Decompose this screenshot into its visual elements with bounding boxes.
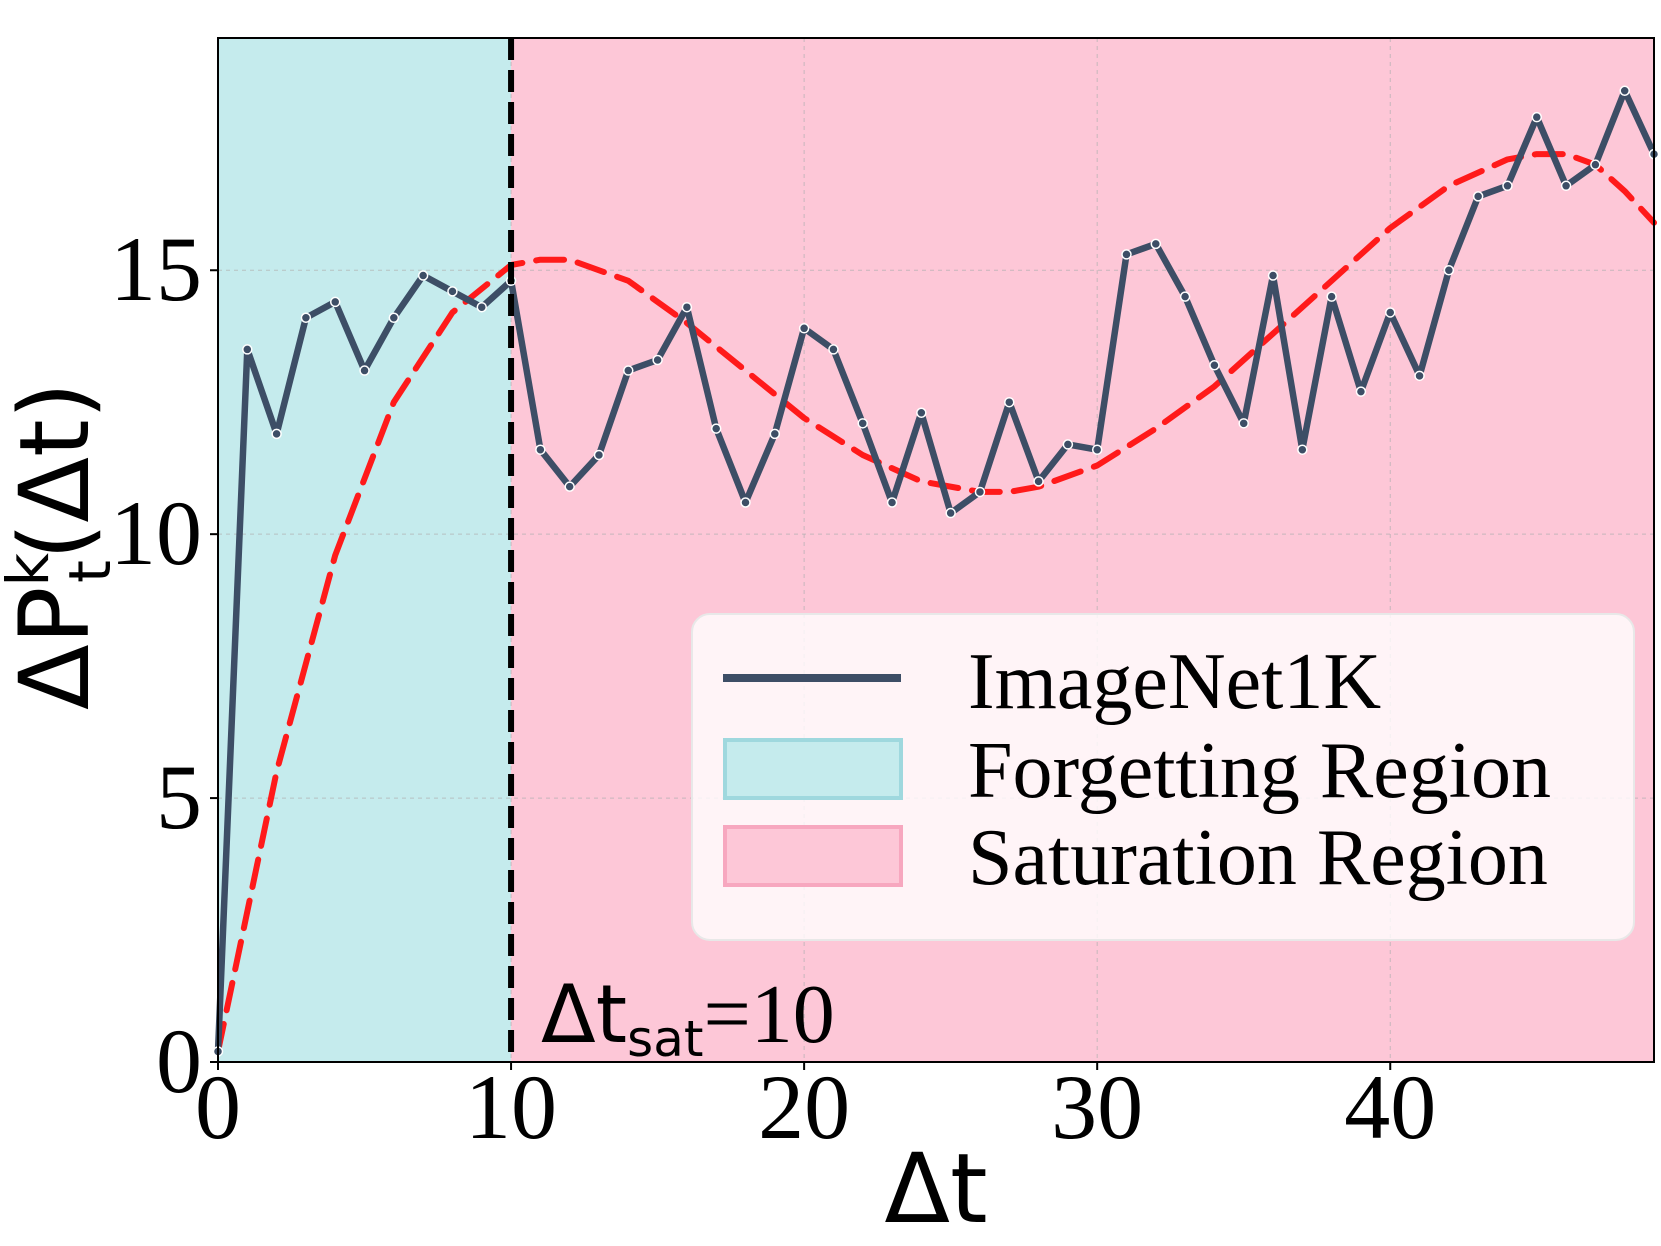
data-point	[1238, 418, 1249, 429]
data-point	[300, 312, 312, 324]
x-tick-label: 10	[465, 1056, 557, 1158]
data-point	[1091, 444, 1103, 455]
y-axis-title-sup: k	[0, 552, 62, 586]
data-point	[1033, 476, 1044, 487]
data-point	[652, 354, 663, 366]
fit-curve	[215, 151, 1657, 1055]
data-point	[798, 323, 810, 334]
annot-symbol: Δt	[541, 968, 627, 1061]
data-point	[388, 312, 400, 324]
data-point	[359, 365, 370, 376]
data-point	[769, 428, 781, 440]
data-point	[1209, 360, 1220, 371]
axis-ticks: 0 10 20 30 40 0 5 10 15	[110, 218, 1436, 1158]
markers-layer	[212, 85, 1660, 1057]
y-axis-title-arg: (Δt)	[0, 382, 111, 560]
legend-saturation-swatch	[723, 825, 903, 887]
x-tick-label: 30	[1051, 1056, 1143, 1158]
y-tick-label: 15	[110, 218, 202, 320]
data-point	[1267, 270, 1279, 281]
data-point	[1472, 191, 1484, 202]
y-tick-label: 5	[156, 746, 202, 848]
data-point	[242, 344, 253, 355]
data-point	[828, 344, 839, 355]
y-axis-title-base: ΔP	[0, 586, 111, 710]
data-point	[1560, 180, 1572, 192]
data-point	[1297, 444, 1308, 455]
y-axis-title-sub: t	[56, 560, 124, 583]
data-point	[1531, 111, 1543, 123]
legend-label-saturation: Saturation Region	[968, 814, 1548, 902]
y-axis-title: ΔPkt(Δt)	[0, 382, 124, 710]
annot-value: =10	[703, 968, 834, 1061]
data-point	[916, 407, 927, 419]
data-point	[417, 270, 429, 281]
data-point	[1326, 291, 1337, 302]
series-line-imagenet1k	[214, 87, 1657, 1052]
data-point	[945, 507, 956, 519]
data-point	[329, 296, 341, 308]
data-point	[1179, 291, 1191, 302]
data-point	[1121, 249, 1132, 260]
data-point	[1619, 85, 1630, 97]
data-point	[593, 449, 605, 461]
data-point	[564, 481, 575, 492]
data-point	[535, 444, 546, 455]
data-point	[271, 428, 282, 440]
annot-subscript: sat	[627, 1010, 703, 1068]
data-point	[1502, 180, 1513, 192]
data-point	[1443, 264, 1455, 276]
data-point	[447, 286, 458, 297]
x-tick-label: 0	[195, 1056, 241, 1158]
legend-label-forgetting: Forgetting Region	[968, 727, 1551, 815]
legend-box	[691, 613, 1635, 941]
x-axis-title: Δt	[884, 1133, 987, 1245]
fit-curve-layer	[215, 151, 1657, 1055]
data-point	[476, 301, 488, 313]
data-point	[886, 497, 898, 508]
region-forgetting-region	[218, 38, 512, 1062]
x-tick-label: 20	[758, 1056, 850, 1158]
data-point	[1414, 370, 1425, 382]
y-tick-label: 10	[110, 482, 202, 584]
data-point	[1062, 439, 1074, 450]
data-point	[623, 365, 634, 376]
plot-frame	[217, 37, 1655, 1063]
data-point	[974, 486, 986, 498]
legend-label-imagenet: ImageNet1K	[968, 638, 1381, 726]
legend-forgetting-swatch	[723, 738, 903, 800]
data-point	[740, 497, 751, 508]
data-point	[1384, 307, 1396, 318]
legend: ImageNet1K Forgetting Region Saturation …	[691, 613, 1635, 941]
x-tick-label: 40	[1344, 1056, 1436, 1158]
data-point	[681, 301, 693, 313]
data-point	[1355, 386, 1367, 397]
data-point	[1590, 159, 1601, 170]
data-point	[1150, 238, 1162, 250]
y-tick-label: 0	[156, 1010, 202, 1112]
series-layer	[214, 87, 1657, 1052]
data-point	[857, 418, 868, 429]
data-point	[710, 423, 722, 434]
saturation-threshold-label: Δtsat=10	[541, 968, 835, 1068]
data-point	[1004, 396, 1015, 408]
